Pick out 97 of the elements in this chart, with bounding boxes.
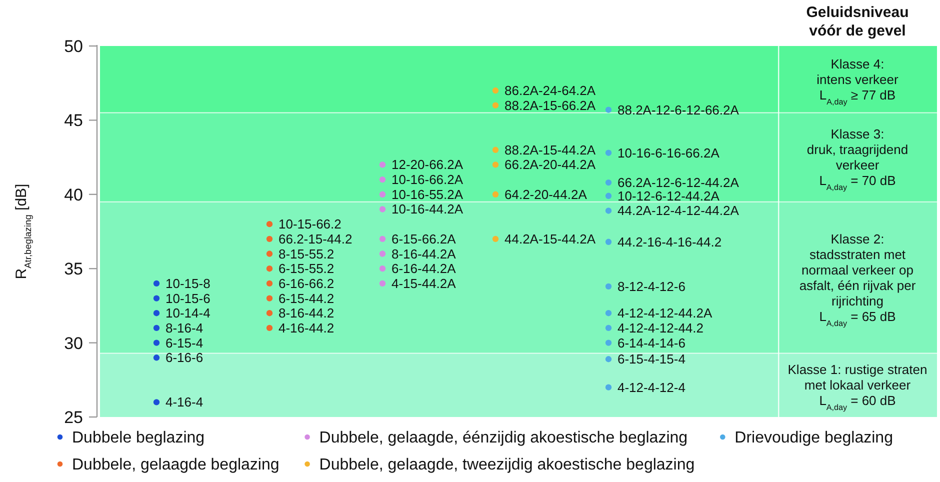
- data-label: 8-16-44.2: [278, 306, 334, 321]
- point: [266, 324, 273, 332]
- point: [379, 250, 386, 257]
- data-label: 66.2-15-44.2: [278, 231, 352, 246]
- point: [492, 146, 499, 153]
- point: [379, 162, 386, 168]
- data-label: 6-16-66.2: [278, 276, 334, 291]
- point: [605, 106, 612, 113]
- point: [379, 191, 386, 198]
- y-tick-label: 25: [64, 408, 83, 427]
- point: [605, 384, 612, 390]
- data-label: 4-16-4: [166, 394, 204, 410]
- point: [492, 102, 499, 108]
- point: [605, 283, 612, 290]
- point: [379, 176, 386, 183]
- point: [605, 192, 612, 199]
- data-label: 10-16-6-16-66.2A: [618, 145, 720, 160]
- point: [605, 310, 612, 316]
- point: [605, 340, 612, 346]
- band-label: Klasse 3: druk, traagrijdend verkeer L$_{A,day}$ = 70 dB: [806, 126, 908, 192]
- point: [266, 280, 273, 287]
- legend-label: Dubbele, gelaagde beglazing: [72, 456, 280, 474]
- data-label: 10-16-55.2A: [392, 186, 464, 202]
- data-label: 88.2A-15-44.2A: [504, 142, 596, 158]
- point: [379, 206, 386, 212]
- data-label: 44.2A-15-44.2A: [504, 231, 596, 246]
- data-label: 10-15-66.2: [278, 216, 342, 232]
- point: [492, 87, 499, 94]
- data-label: 12-20-66.2A: [392, 157, 464, 172]
- data-label: 6-15-4-15-4: [618, 352, 686, 367]
- y-tick-label: 40: [64, 185, 83, 204]
- data-label: 4-12-4-12-44.2A: [618, 306, 712, 321]
- point: [605, 324, 612, 332]
- point: [492, 162, 499, 168]
- point: [605, 238, 612, 245]
- band-label: Klasse 4: intens verkeer L$_{A,day}$ ≥ 77 dB: [816, 56, 899, 106]
- data-label: 10-15-6: [166, 290, 210, 306]
- point: [605, 356, 612, 362]
- point: [605, 179, 612, 186]
- point: [492, 191, 499, 198]
- data-label: 6-15-66.2A: [392, 231, 456, 246]
- point: [605, 150, 612, 156]
- data-label: 4-12-4-12-44.2: [618, 320, 704, 336]
- legend-label: Drievoudige beglazing: [734, 430, 893, 446]
- data-label: 6-16-44.2A: [392, 261, 456, 276]
- data-label: 66.2A-20-44.2A: [504, 157, 596, 172]
- data-label: 8-16-4: [166, 320, 204, 336]
- data-label: 44.2-16-4-16-44.2: [618, 234, 722, 250]
- data-label: 10-15-8: [166, 276, 210, 291]
- legend-label: Dubbele, gelaagde, éénzijdig akoestische beglazing: [319, 430, 688, 446]
- legend-label: Dubbele, gelaagde, tweezijdig akoestische beglazing: [319, 456, 695, 474]
- data-label: 44.2A-12-4-12-44.2A: [618, 203, 740, 218]
- data-label: 8-16-44.2A: [392, 246, 456, 262]
- point: [266, 220, 273, 228]
- data-label: 4-15-44.2A: [392, 276, 456, 291]
- data-label: 6-15-44.2: [278, 290, 334, 306]
- point: [492, 236, 499, 242]
- data-label: 88.2A-15-66.2A: [504, 98, 596, 113]
- y-tick-label: 50: [64, 37, 83, 56]
- point: [153, 295, 160, 302]
- point: [605, 208, 612, 214]
- point: [153, 340, 160, 346]
- data-label: 10-16-66.2A: [392, 172, 464, 188]
- data-label: 10-14-4: [166, 306, 210, 321]
- point: [266, 310, 273, 316]
- y-tick-label: 35: [64, 260, 83, 279]
- point: [153, 399, 160, 406]
- data-label: 86.2A-24-64.2A: [504, 83, 596, 98]
- data-label: 6-14-4-14-6: [618, 335, 686, 350]
- legend-label: Dubbele beglazing: [72, 430, 205, 446]
- band-label: Klasse 1: rustige straten met lokaal verkeer L$_{A,day}$ = 60 dB: [788, 362, 928, 412]
- data-label: 8-12-4-12-6: [618, 278, 686, 294]
- text: Geluidsniveau vóór de gevel: [806, 4, 909, 40]
- data-label: 10-12-6-12-44.2A: [618, 188, 720, 204]
- point: [379, 266, 386, 272]
- point: [266, 266, 273, 272]
- data-label: 6-16-6: [166, 350, 204, 366]
- data-label: 66.2A-12-6-12-44.2A: [618, 175, 740, 190]
- point: [153, 280, 160, 287]
- data-label: 64.2-20-44.2A: [504, 186, 588, 202]
- data-label: 8-15-55.2: [278, 246, 334, 262]
- data-label: 6-15-4: [166, 335, 204, 350]
- point: [153, 354, 160, 361]
- data-label: 6-15-55.2: [278, 261, 334, 276]
- band-label: Klasse 2: stadsstraten met normaal verkeer op asfalt, één rijvak per rijrichting L$_{A,day}$ = 65 dB: [799, 231, 916, 328]
- point: [266, 250, 273, 257]
- data-label: 10-16-44.2A: [392, 202, 464, 217]
- point: [266, 295, 273, 302]
- y-tick-label: 30: [64, 334, 83, 353]
- point: [379, 280, 386, 287]
- point: [153, 324, 160, 332]
- data-label: 4-12-4-12-4: [618, 380, 686, 395]
- y-tick-label: 45: [64, 111, 83, 130]
- data-label: 4-16-44.2: [278, 320, 334, 336]
- point: [153, 310, 160, 316]
- point: [379, 236, 386, 242]
- point: [266, 236, 273, 242]
